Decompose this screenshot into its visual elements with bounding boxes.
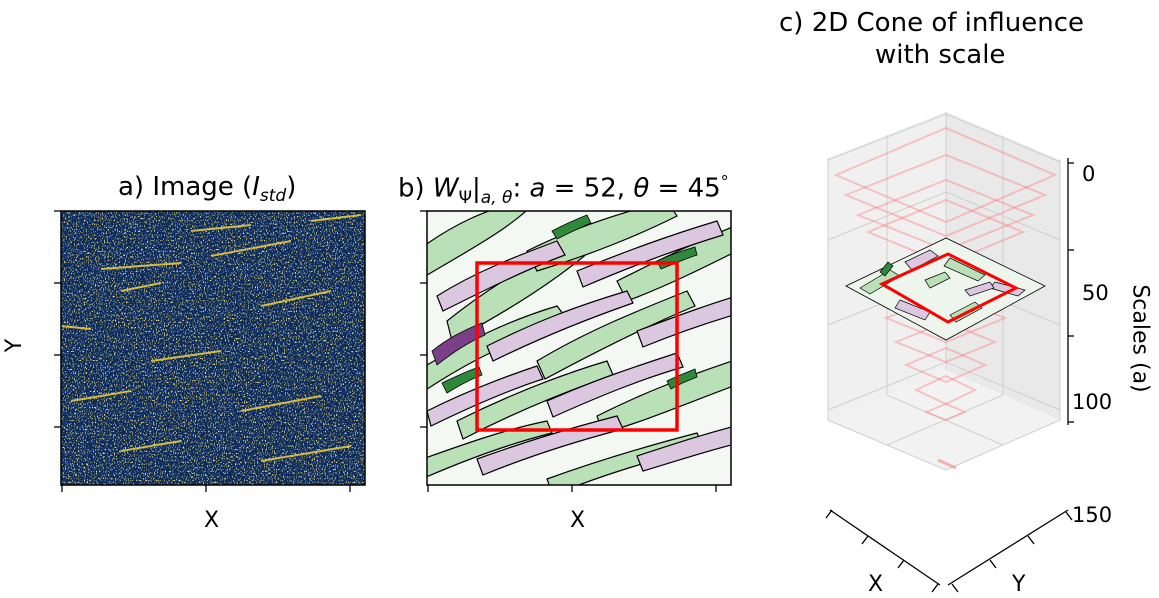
panel-b-title: b) WΨ|a, θ: a = 52, θ = 45° xyxy=(398,172,729,208)
panel-c-title-line2: with scale xyxy=(875,40,1006,70)
panel-c-zlabel: Scales (a) xyxy=(1127,284,1153,393)
panel-b-title-sub: a, θ xyxy=(480,187,513,208)
panel-b-title-a-value: = 52, xyxy=(545,173,634,204)
panel-a-image xyxy=(54,210,366,492)
panel-b-title-prefix: b) xyxy=(398,173,433,204)
panel-a-title-suffix: ) xyxy=(286,172,297,202)
panel-b-title-degree: ° xyxy=(720,172,729,191)
panel-b-xlabel: X xyxy=(570,508,586,533)
panel-a-title-sub: std xyxy=(259,186,287,207)
panel-b-title-colon: : xyxy=(512,173,530,204)
panel-c-ztick-0: 0 xyxy=(1082,162,1096,186)
panel-a-title-var: I xyxy=(252,172,260,202)
panel-b-title-a: a xyxy=(529,173,546,204)
panel-a-title-prefix: a) Image ( xyxy=(118,172,253,202)
panel-a-ylabel: Y xyxy=(2,338,28,353)
panel-c-3d-cone xyxy=(825,112,1074,593)
panel-c-title-line1: c) 2D Cone of influence xyxy=(779,8,1084,38)
panel-b-title-theta-value: = 45 xyxy=(649,173,721,204)
panel-b-title-theta: θ xyxy=(633,173,650,204)
panel-c-ztick-50: 50 xyxy=(1082,281,1109,305)
panel-b-title-w: W xyxy=(432,173,459,204)
panel-c-xlabel: X xyxy=(868,572,884,597)
panel-c-ztick-150: 150 xyxy=(1072,503,1113,527)
panel-a-xlabel: X xyxy=(204,508,220,533)
panel-c-ztick-100: 100 xyxy=(1072,390,1113,414)
panel-a-title: a) Image (Istd) xyxy=(118,172,296,206)
panel-b-wavelet-map xyxy=(420,210,732,492)
panel-b-title-psi: Ψ xyxy=(458,187,473,208)
panel-c-ylabel: Y xyxy=(1012,572,1026,597)
